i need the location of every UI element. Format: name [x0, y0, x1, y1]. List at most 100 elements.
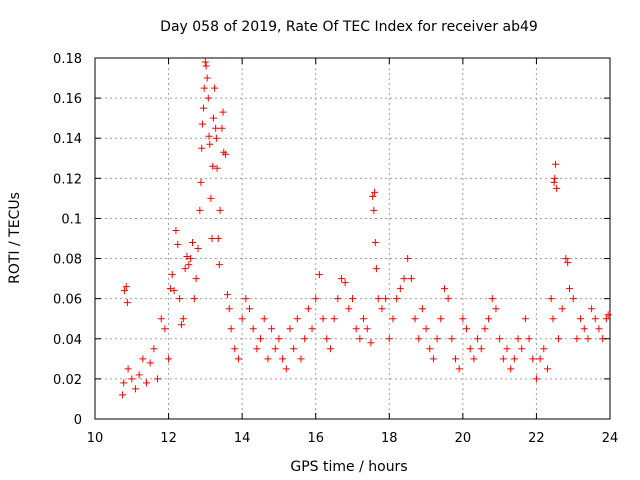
data-point: [204, 94, 212, 102]
data-point: [286, 325, 294, 333]
data-point: [418, 305, 426, 313]
data-point: [440, 285, 448, 293]
data-point: [146, 359, 154, 367]
data-point: [374, 295, 382, 303]
data-point: [123, 299, 131, 307]
data-point: [203, 74, 211, 82]
data-point: [470, 355, 478, 363]
data-point: [212, 124, 220, 132]
data-point: [119, 391, 127, 399]
data-point: [282, 365, 290, 373]
data-point: [481, 325, 489, 333]
data-point: [154, 375, 162, 383]
grid-layer: [95, 58, 610, 419]
data-point: [385, 335, 393, 343]
data-point: [514, 335, 522, 343]
data-point: [200, 104, 208, 112]
data-point: [131, 385, 139, 393]
data-point: [411, 315, 419, 323]
data-point: [330, 315, 338, 323]
data-point: [275, 335, 283, 343]
data-point: [196, 206, 204, 214]
data-point: [188, 239, 196, 247]
data-point: [551, 174, 559, 182]
data-point: [337, 275, 345, 283]
data-point: [290, 345, 298, 353]
data-point: [437, 315, 445, 323]
data-point: [349, 295, 356, 303]
data-point: [400, 275, 408, 283]
data-point: [308, 325, 316, 333]
data-point: [219, 108, 227, 116]
data-point: [257, 335, 265, 343]
data-point: [223, 291, 231, 299]
data-point: [238, 315, 246, 323]
data-point: [227, 325, 235, 333]
data-point: [404, 255, 412, 263]
x-tick-label: 12: [160, 431, 177, 446]
data-point: [246, 305, 253, 313]
data-point: [372, 265, 380, 273]
data-point: [187, 255, 195, 263]
data-point: [326, 345, 334, 353]
data-point: [588, 305, 596, 313]
data-point: [341, 279, 349, 287]
data-point: [540, 345, 548, 353]
data-point: [297, 355, 305, 363]
data-point: [150, 345, 158, 353]
data-point: [352, 325, 360, 333]
data-point: [569, 295, 577, 303]
data-point: [268, 325, 276, 333]
data-point: [190, 295, 198, 303]
data-point: [448, 335, 456, 343]
data-point: [459, 315, 467, 323]
data-point: [485, 315, 493, 323]
data-point: [260, 315, 268, 323]
data-point: [382, 295, 390, 303]
data-point: [128, 375, 136, 383]
data-point: [488, 295, 496, 303]
plot-frame: [94, 57, 611, 420]
data-point: [177, 321, 185, 329]
y-tick-label: 0.06: [53, 293, 82, 308]
data-point: [122, 283, 130, 291]
data-point: [194, 245, 202, 253]
data-point: [577, 315, 585, 323]
data-point: [407, 275, 415, 283]
data-point: [552, 160, 560, 168]
data-point: [503, 345, 511, 353]
data-point: [345, 305, 353, 313]
data-point: [415, 335, 423, 343]
data-point: [363, 325, 371, 333]
data-point: [573, 335, 581, 343]
data-point: [555, 335, 562, 343]
data-point: [369, 192, 377, 200]
data-point: [550, 178, 558, 186]
data-point: [499, 355, 507, 363]
data-point: [602, 315, 610, 323]
tick-labels-layer: 10 12 14 16 18 20 22 24 0 0.02 0.04 0.06 0.08 0.1 0.12…: [53, 52, 618, 446]
data-point: [209, 114, 217, 122]
data-point: [595, 325, 603, 333]
data-point: [474, 335, 482, 343]
data-point: [212, 134, 220, 142]
data-point: [183, 253, 191, 261]
y-axis-label: ROTI / TECUs: [7, 192, 23, 284]
data-point: [301, 335, 309, 343]
data-point: [521, 315, 529, 323]
data-point: [218, 124, 226, 132]
data-point: [179, 315, 187, 323]
data-point: [378, 305, 386, 313]
data-point: [205, 132, 213, 140]
y-tick-label: 0.14: [53, 132, 82, 147]
y-tick-label: 0: [74, 413, 82, 428]
data-point: [293, 315, 301, 323]
data-point: [166, 285, 174, 293]
y-tick-label: 0.04: [53, 333, 82, 348]
y-tick-label: 0.1: [61, 212, 82, 227]
data-point: [181, 265, 189, 273]
data-point: [549, 315, 557, 323]
data-point: [242, 295, 250, 303]
data-point: [319, 315, 327, 323]
